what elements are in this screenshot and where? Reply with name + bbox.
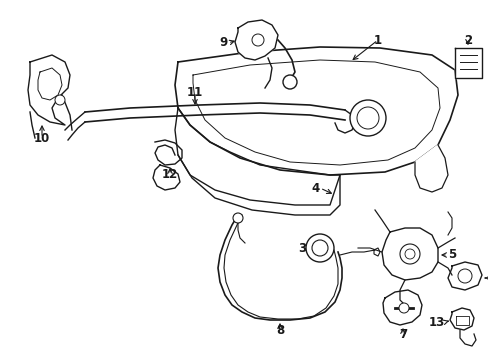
Polygon shape	[175, 108, 339, 205]
Text: 10: 10	[34, 131, 50, 144]
Text: 5: 5	[447, 248, 455, 261]
Polygon shape	[414, 145, 447, 192]
Polygon shape	[449, 308, 473, 330]
Text: 7: 7	[398, 328, 406, 342]
Polygon shape	[28, 55, 70, 125]
Circle shape	[399, 244, 419, 264]
Text: 11: 11	[186, 85, 203, 99]
Polygon shape	[447, 262, 481, 290]
Circle shape	[398, 303, 408, 313]
Text: 3: 3	[297, 242, 305, 255]
Polygon shape	[175, 47, 457, 175]
Text: 8: 8	[275, 324, 284, 337]
Circle shape	[311, 240, 327, 256]
Circle shape	[349, 100, 385, 136]
Text: 9: 9	[219, 36, 227, 49]
Polygon shape	[153, 165, 180, 190]
Polygon shape	[382, 290, 421, 325]
Polygon shape	[38, 68, 62, 100]
Polygon shape	[454, 48, 481, 78]
Circle shape	[305, 234, 333, 262]
Polygon shape	[381, 228, 437, 280]
Circle shape	[283, 75, 296, 89]
Circle shape	[55, 95, 65, 105]
Polygon shape	[235, 20, 278, 60]
Text: 6: 6	[487, 271, 488, 284]
Text: 13: 13	[428, 315, 444, 328]
Text: 2: 2	[463, 33, 471, 46]
Text: 12: 12	[162, 168, 178, 181]
Circle shape	[232, 213, 243, 223]
Text: 4: 4	[311, 181, 319, 194]
Circle shape	[404, 249, 414, 259]
Circle shape	[457, 269, 471, 283]
Circle shape	[251, 34, 264, 46]
Circle shape	[356, 107, 378, 129]
Text: 1: 1	[373, 33, 381, 46]
